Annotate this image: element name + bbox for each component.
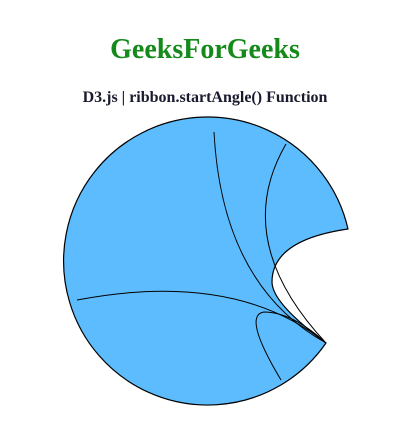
ribbon-inner-line: [213, 131, 327, 344]
page-subtitle: D3.js | ribbon.startAngle() Function: [82, 89, 328, 106]
ribbon-inner-line: [264, 143, 327, 344]
page-title: GeeksForGeeks: [110, 33, 300, 65]
ribbon-inner-line: [255, 311, 327, 381]
ribbon-group: [63, 116, 349, 406]
ribbon-inner-line: [76, 290, 327, 344]
ribbon-shape: [63, 116, 349, 406]
